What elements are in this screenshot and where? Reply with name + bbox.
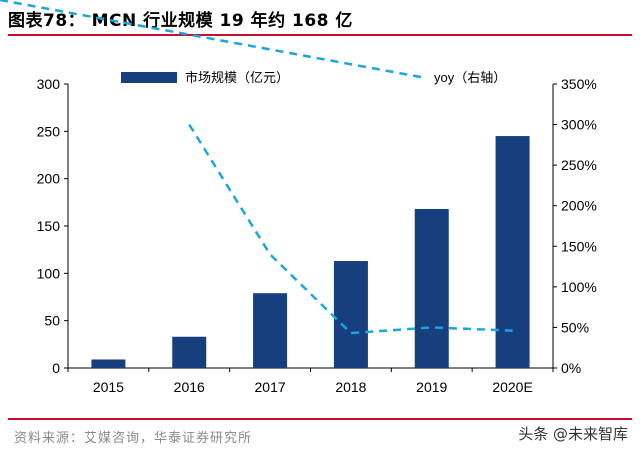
x-tick-label: 2015: [93, 379, 124, 395]
y-left-tick-label: 100: [37, 265, 61, 281]
legend-line-label: yoy（右轴）: [434, 70, 506, 85]
chart-axes: 0 50 100 150 200 250 300 0% 50% 100% 150% 200% 250% 3…: [37, 76, 597, 395]
legend-bar-label: 市场规模（亿元）: [185, 70, 289, 85]
y-left-tick-label: 200: [37, 171, 61, 187]
y-left-tick-label: 150: [37, 218, 61, 234]
bar-2019: [414, 208, 449, 368]
y-right-tick-label: 150%: [561, 238, 597, 254]
bar-2018: [333, 261, 368, 368]
watermark-label: 头条 @未来智库: [518, 425, 628, 443]
y-left-tick-label: 250: [37, 123, 61, 139]
bar-series: [91, 136, 530, 368]
y-right-tick-label: 350%: [561, 76, 597, 92]
source-divider: [8, 418, 632, 420]
title-divider: [8, 34, 632, 36]
bar-2015: [91, 359, 126, 368]
y-left-tick-label: 50: [44, 313, 60, 329]
y-left-tick-label: 300: [37, 76, 61, 92]
yoy-line: [188, 123, 513, 335]
x-tick-label: 2017: [255, 379, 286, 395]
bar-2017: [253, 293, 288, 368]
chart-title: 图表78： MCN 行业规模 19 年约 168 亿: [8, 11, 353, 31]
yoy-series: [188, 123, 513, 335]
y-right-tick-label: 200%: [561, 198, 597, 214]
x-tick-label: 2018: [335, 379, 366, 395]
legend-bar-swatch: [121, 72, 177, 83]
bar-2020E: [495, 136, 530, 368]
x-tick-label: 2020E: [492, 379, 532, 395]
y-right-tick-label: 100%: [561, 279, 597, 295]
y-right-tick-label: 0%: [561, 360, 581, 376]
x-tick-label: 2019: [416, 379, 447, 395]
legend-line-swatch: [0, 0, 427, 80]
y-left-tick-label: 0: [52, 360, 60, 376]
source-note: 资料来源：艾媒咨询，华泰证券研究所: [14, 431, 253, 446]
bar-2016: [172, 336, 207, 368]
y-right-tick-label: 50%: [561, 319, 589, 335]
y-right-tick-label: 300%: [561, 117, 597, 133]
chart-legend: 市场规模（亿元） yoy（右轴）: [0, 0, 506, 85]
y-right-tick-label: 250%: [561, 157, 597, 173]
x-tick-label: 2016: [174, 379, 205, 395]
